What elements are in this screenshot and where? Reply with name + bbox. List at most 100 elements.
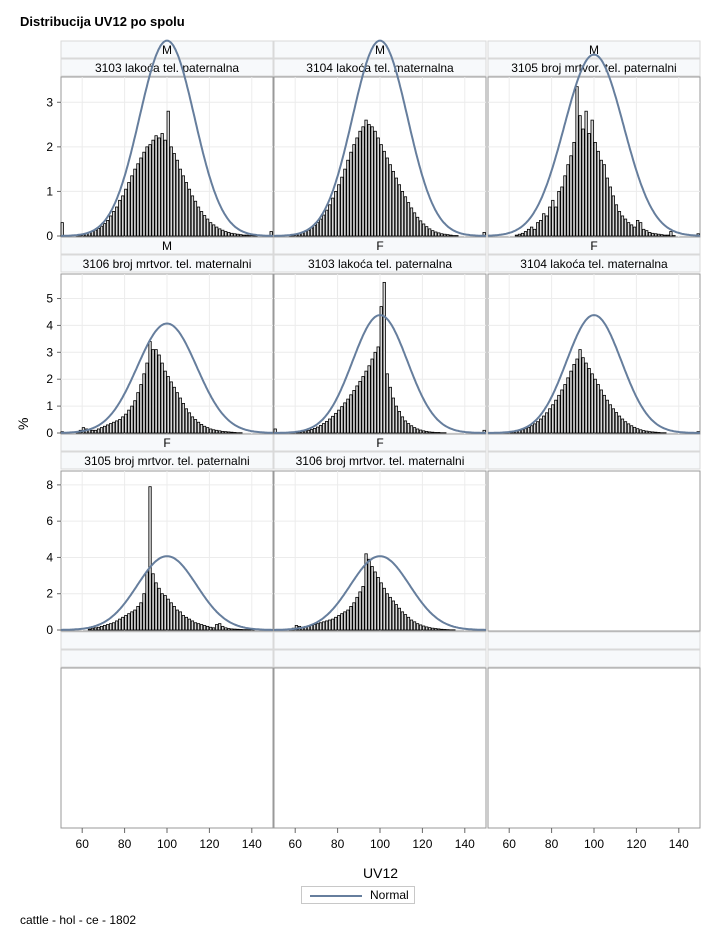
histogram-bar (415, 623, 420, 631)
histogram-bar (245, 234, 249, 237)
histogram-bar (364, 119, 368, 237)
histogram-bar (657, 432, 661, 434)
histogram-bar (319, 425, 323, 434)
histogram-bar (340, 406, 344, 434)
histogram-bar (337, 184, 341, 237)
histogram-bar (325, 620, 329, 631)
y-tick-label: 1 (46, 399, 53, 413)
x-tick-label: 120 (199, 837, 219, 851)
histogram-bar (325, 209, 329, 237)
histogram-bar (437, 432, 441, 434)
histogram-bar (657, 233, 661, 237)
histogram-bar (115, 620, 119, 631)
histogram-bar (548, 408, 552, 434)
histogram-bar (425, 430, 429, 434)
histogram-bar (632, 226, 637, 237)
histogram-bar (239, 234, 243, 237)
legend: Normal (301, 886, 415, 904)
histogram-bar (355, 596, 359, 631)
histogram-bar (581, 128, 585, 237)
histogram-bar (133, 609, 137, 631)
histogram-bar (611, 195, 616, 237)
histogram-bar (148, 486, 152, 631)
histogram-bar (109, 215, 113, 237)
histogram-bar (572, 364, 576, 434)
histogram-bar (169, 381, 173, 434)
histogram-bar (391, 600, 395, 631)
histogram-bar (623, 421, 628, 434)
histogram-bar (428, 228, 432, 237)
panel-sex-label: M (375, 43, 385, 57)
histogram-bar (343, 402, 347, 434)
histogram-bar (227, 628, 231, 631)
histogram-bar (623, 218, 628, 237)
histogram-bar (599, 389, 603, 434)
histogram-bar (151, 139, 155, 237)
histogram-bar (394, 405, 398, 434)
histogram-bar (328, 418, 332, 434)
histogram-bar (346, 609, 350, 631)
histogram-bar (361, 376, 365, 434)
panel-trait-label: 3103 lakoća tel. paternalna (308, 257, 452, 271)
histogram-bar (163, 370, 167, 434)
histogram-bar (403, 420, 408, 434)
histogram-bar (328, 204, 332, 237)
x-axis-label: UV12 (363, 865, 399, 881)
histogram-bar (554, 206, 558, 237)
histogram-bar (93, 229, 98, 237)
histogram-bar (421, 223, 426, 237)
histogram-bar (602, 164, 606, 237)
histogram-bar (642, 430, 646, 434)
histogram-bar (566, 164, 570, 237)
histogram-bar (526, 228, 531, 237)
histogram-bar (626, 222, 631, 237)
histogram-bar (315, 426, 320, 434)
panel-header-trait (487, 451, 701, 470)
panel-trait-label: 3104 lakoća tel. maternalna (306, 61, 454, 75)
panel-trait-label: 3106 broj mrtvor. tel. maternalni (296, 454, 465, 468)
histogram-bar (166, 376, 170, 434)
histogram-bar (418, 624, 423, 631)
histogram-bar (175, 159, 179, 237)
y-tick-label: 1 (46, 184, 53, 198)
histogram-bar (181, 403, 185, 434)
histogram-bar (406, 616, 411, 631)
panel-plot-area (60, 667, 274, 829)
histogram-bar (221, 229, 225, 237)
histogram-bar (331, 618, 335, 631)
histogram-bar (151, 573, 155, 631)
histogram-bar (446, 234, 450, 237)
y-tick-label: 4 (46, 318, 53, 332)
histogram-bar (103, 425, 107, 434)
histogram-bar (136, 163, 140, 237)
histogram-bar (93, 627, 98, 631)
histogram-bar (60, 222, 64, 237)
histogram-bar (218, 228, 222, 237)
normal-curve (487, 53, 701, 237)
panel-plot-area (487, 667, 701, 829)
histogram-bar (669, 231, 673, 237)
histogram-bar (136, 606, 140, 631)
histogram-bar (233, 628, 237, 631)
histogram-bar (388, 164, 392, 237)
histogram-bar (651, 232, 655, 237)
histogram-bar (409, 619, 414, 631)
histogram-bar (328, 619, 332, 631)
histogram-bar (346, 159, 350, 237)
histogram-bar (569, 155, 573, 237)
histogram-bar (160, 593, 164, 631)
y-tick-label: 2 (46, 140, 53, 154)
histogram-bar (331, 415, 335, 434)
histogram-bar (584, 362, 588, 434)
histogram-bar (382, 587, 386, 631)
histogram-bar (239, 629, 243, 631)
histogram-bar (334, 412, 338, 434)
histogram-bar (373, 351, 377, 434)
histogram-bar (349, 394, 353, 434)
histogram-bar (437, 232, 441, 237)
histogram-bar (230, 232, 234, 237)
histogram-bar (412, 212, 417, 237)
histogram-bar (175, 392, 179, 434)
histogram-bar (90, 627, 95, 631)
